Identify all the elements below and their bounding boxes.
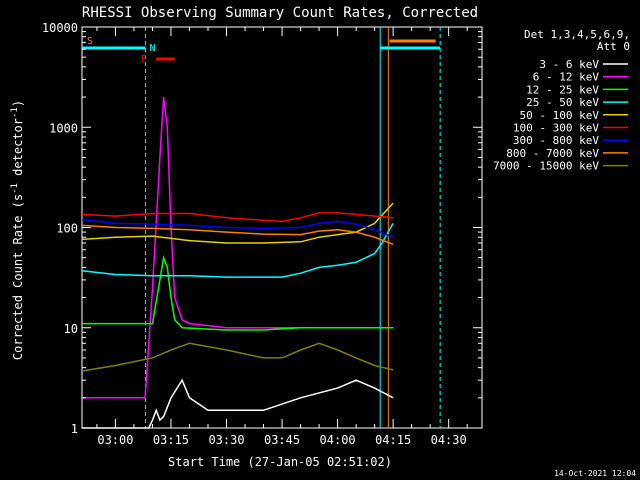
legend-label: 50 - 100 keV: [520, 109, 600, 122]
series-line-8: [81, 342, 394, 372]
series-line-5: [82, 212, 394, 223]
n-label: N: [149, 43, 155, 54]
y-tick-label: 10000: [42, 21, 78, 35]
s-label: S: [87, 36, 93, 47]
legend-label: 3 - 6 keV: [539, 58, 599, 71]
legend-label: 300 - 800 keV: [513, 134, 599, 147]
legend-label: 25 - 50 keV: [526, 96, 599, 109]
f-label: F: [141, 54, 147, 65]
date-stamp: 14-Oct-2021 12:04: [554, 469, 636, 478]
series-layer: [81, 97, 394, 429]
x-tick-label: 03:00: [97, 433, 133, 447]
x-tick-label: 03:30: [208, 433, 244, 447]
legend-label: 100 - 300 keV: [513, 122, 599, 135]
series-line-3: [82, 223, 394, 278]
x-tick-label: 04:15: [375, 433, 411, 447]
x-tick-label: 03:45: [264, 433, 300, 447]
series-line-7: [82, 224, 394, 246]
x-tick-label: 04:00: [320, 433, 356, 447]
axes-layer: 1 10 100 1000 10000 03:00 03:15 03:30 03:45 04:00…: [42, 21, 482, 447]
y-axis-label-main: Corrected Count Rate (s: [11, 194, 25, 360]
legend-label: 6 - 12 keV: [533, 71, 600, 84]
x-tick-label: 03:15: [153, 433, 189, 447]
legend-label: 7000 - 15000 keV: [493, 160, 599, 173]
overlay-markers: S NF: [82, 27, 441, 428]
y-axis-label: Corrected Count Rate (s-1 detector-1): [10, 100, 25, 360]
series-line-6: [82, 218, 394, 238]
y-axis-label-mid: detector: [11, 118, 25, 183]
legend-header-1: Det 1,3,4,5,6,9,: [524, 28, 630, 41]
y-tick-label: 1: [71, 422, 78, 436]
y-tick-label: 10: [64, 322, 78, 336]
x-tick-label: 04:30: [431, 433, 467, 447]
series-line-4: [82, 202, 394, 244]
y-axis-label-sup1: -1: [10, 183, 20, 194]
chart-title: RHESSI Observing Summary Count Rates, Co…: [82, 5, 478, 21]
legend-header-2: Att 0: [597, 40, 630, 53]
legend-label: 12 - 25 keV: [526, 83, 599, 96]
x-axis-label: Start Time (27-Jan-05 02:51:02): [168, 455, 392, 469]
y-tick-label: 1000: [49, 121, 78, 135]
y-tick-label: 100: [56, 222, 78, 236]
y-axis-label-end: ): [11, 100, 25, 107]
y-axis-label-sup2: -1: [10, 107, 20, 118]
legend-label: 800 - 7000 keV: [506, 147, 599, 160]
series-line-0: [82, 378, 394, 429]
